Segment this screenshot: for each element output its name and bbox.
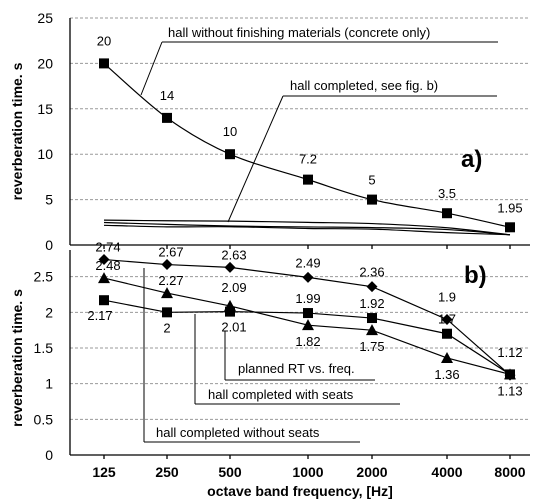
planned-diamond-marker — [441, 313, 453, 325]
with-seats-square-marker — [225, 306, 235, 317]
without-seats-data-label: 1.36 — [434, 367, 459, 382]
without-seats-data-label: 2.27 — [158, 273, 183, 288]
annotation-planned: planned RT vs. freq. — [238, 361, 355, 376]
annotation-leader-concrete-only — [140, 41, 163, 96]
series-line-hall-completed — [103, 224, 511, 236]
without-seats-triangle-marker — [441, 351, 453, 363]
planned-diamond-marker — [161, 259, 173, 271]
x-tick-label: 1000 — [292, 464, 323, 480]
planned-diamond-marker — [98, 254, 110, 266]
with-seats-data-label: 2.01 — [221, 320, 246, 335]
with-seats-square-marker — [442, 328, 452, 339]
panel-b-y-tick-label: 2.5 — [34, 269, 54, 285]
panel-b-label: b) — [464, 262, 487, 289]
with-seats-data-label: 2 — [163, 320, 170, 335]
planned-data-label: 2.67 — [158, 245, 183, 260]
concrete-only-data-label: 5 — [368, 173, 375, 188]
concrete-only-square-marker — [99, 58, 109, 69]
planned-diamond-marker — [302, 271, 314, 283]
x-tick-label: 4000 — [431, 464, 462, 480]
concrete-only-data-label: 1.95 — [497, 200, 522, 215]
panel-b-y-tick-label: 1.5 — [34, 340, 54, 356]
x-axis-label: octave band frequency, [Hz] — [207, 483, 393, 499]
concrete-only-data-label: 14 — [160, 88, 174, 103]
with-seats-square-marker — [367, 313, 377, 324]
concrete-only-square-marker — [225, 149, 235, 160]
without-seats-triangle-marker — [302, 319, 314, 331]
panel-a-y-tick-label: 15 — [37, 101, 53, 117]
without-seats-data-label: 2.48 — [95, 258, 120, 273]
concrete-only-square-marker — [367, 194, 377, 205]
panel-b-y-tick-label: 0 — [45, 447, 53, 463]
with-seats-square-marker — [303, 308, 313, 319]
series-line-hall-completed — [103, 219, 511, 236]
x-tick-label: 2000 — [356, 464, 387, 480]
without-seats-triangle-marker — [98, 272, 110, 284]
panel-b-y-tick-label: 2 — [45, 304, 53, 320]
panel-a-y-tick-label: 25 — [37, 10, 53, 26]
annotation-with-seats: hall completed with seats — [208, 387, 354, 402]
planned-data-label: 2.63 — [221, 247, 246, 262]
without-seats-data-label: 2.09 — [221, 280, 246, 295]
planned-data-label: 2.74 — [95, 240, 120, 255]
planned-data-label: 1.9 — [438, 289, 456, 304]
panel-b-reverberation-completed: 0 0.5 1 1.5 2 2.5 125 250 500 1000 2000 4000 8000 rev… — [9, 240, 530, 499]
panel-a-label: a) — [461, 146, 482, 173]
planned-data-label: 2.49 — [295, 255, 320, 270]
panel-a-y-tick-label: 5 — [45, 192, 53, 208]
without-seats-data-label: 1.75 — [359, 339, 384, 354]
with-seats-data-label: 1.7 — [438, 312, 456, 327]
x-tick-label: 125 — [92, 464, 116, 480]
without-seats-triangle-marker — [161, 287, 173, 299]
concrete-only-square-marker — [442, 208, 452, 219]
with-seats-data-label: 2.17 — [87, 308, 112, 323]
annotation-without-seats: hall completed without seats — [156, 425, 320, 440]
concrete-only-square-marker — [162, 112, 172, 123]
without-seats-triangle-marker — [366, 324, 378, 336]
x-tick-label: 250 — [155, 464, 179, 480]
x-tick-label: 8000 — [494, 464, 525, 480]
without-seats-triangle-marker — [504, 368, 516, 380]
panel-a-y-tick-label: 0 — [45, 237, 53, 253]
concrete-only-data-label: 10 — [223, 124, 237, 139]
concrete-only-data-label: 3.5 — [438, 186, 456, 201]
with-seats-data-label: 1.92 — [359, 296, 384, 311]
with-seats-data-label: 1.99 — [295, 291, 320, 306]
with-seats-square-marker — [99, 295, 109, 306]
panel-a-reverberation-concrete: 0 5 10 15 20 25 reverberation time. s 20 14 10 7.2… — [9, 10, 530, 253]
concrete-only-square-marker — [505, 222, 515, 233]
annotation-concrete-only: hall without finishing materials (concre… — [168, 25, 430, 40]
series-line-hall-completed — [103, 221, 511, 236]
without-seats-data-label: 1.82 — [295, 334, 320, 349]
concrete-only-square-marker — [303, 174, 313, 185]
concrete-only-data-label: 7.2 — [299, 152, 317, 167]
planned-diamond-marker — [366, 281, 378, 293]
annotation-leader-hall-completed — [227, 95, 284, 223]
with-seats-data-label: 1.13 — [497, 383, 522, 398]
planned-data-label: 1.12 — [497, 345, 522, 360]
annotation-hall-completed: hall completed, see fig. b) — [290, 78, 438, 93]
x-tick-label: 500 — [218, 464, 242, 480]
panel-b-y-tick-label: 1 — [45, 376, 53, 392]
planned-diamond-marker — [224, 261, 236, 273]
panel-a-y-axis-label: reverberation time. s — [9, 62, 25, 200]
with-seats-square-marker — [162, 307, 172, 318]
panel-a-y-tick-label: 10 — [37, 146, 53, 162]
planned-data-label: 2.36 — [359, 265, 384, 280]
panel-a-y-tick-label: 20 — [37, 55, 53, 71]
panel-b-y-axis-label: reverberation time. s — [9, 289, 25, 427]
panel-b-y-tick-label: 0.5 — [34, 411, 54, 427]
without-seats-triangle-marker — [224, 299, 236, 311]
concrete-only-data-label: 20 — [97, 33, 111, 48]
